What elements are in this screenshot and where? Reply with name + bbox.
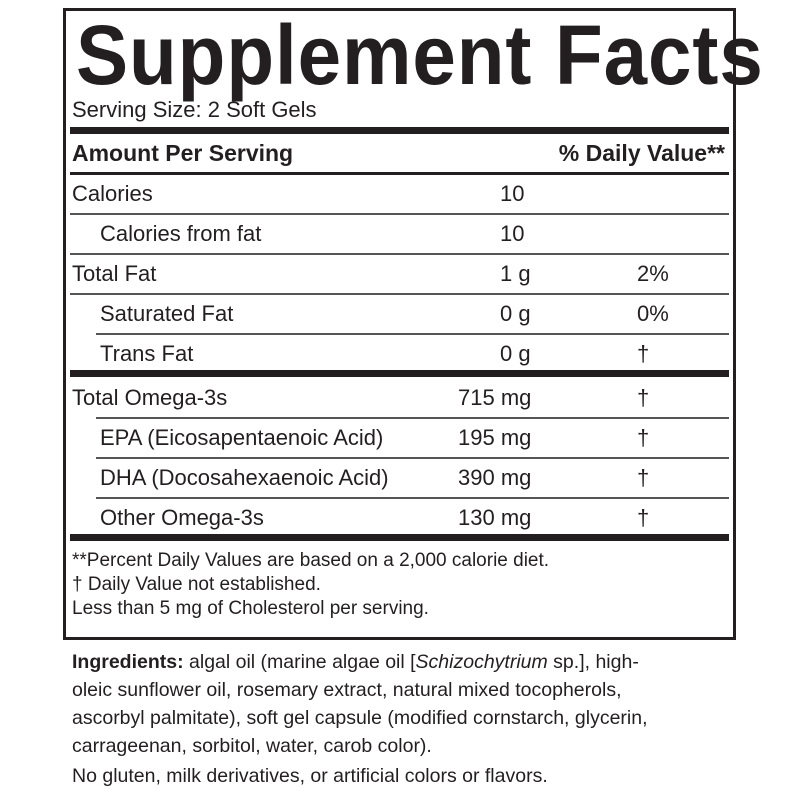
nutrient-amount: 10 <box>500 181 525 206</box>
nutrient-daily-value: 2% <box>637 261 669 286</box>
nutrient-daily-value: 0% <box>637 301 669 326</box>
nutrient-name: DHA (Docosahexaenoic Acid) <box>100 465 389 490</box>
ingredients-line: carrageenan, sorbitol, water, carob colo… <box>72 735 432 757</box>
nutrient-amount: 390 mg <box>458 465 532 490</box>
footnote-cholesterol: Less than 5 mg of Cholesterol per servin… <box>72 598 429 619</box>
nutrient-amount: 0 g <box>500 341 531 366</box>
nutrient-amount: 10 <box>500 221 525 246</box>
footnote-daily-values: **Percent Daily Values are based on a 2,… <box>72 550 550 571</box>
nutrient-amount: 130 mg <box>458 505 532 530</box>
panel-title: Supplement Facts <box>76 8 764 102</box>
row-divider <box>70 213 729 215</box>
row-divider <box>96 417 729 419</box>
nutrient-daily-value: † <box>637 385 650 410</box>
nutrient-amount: 715 mg <box>458 385 532 410</box>
nutrient-daily-value: † <box>637 465 650 490</box>
serving-size: Serving Size: 2 Soft Gels <box>72 97 317 122</box>
nutrient-daily-value: † <box>637 425 650 450</box>
nutrient-daily-value: † <box>637 505 650 530</box>
divider-thick <box>70 370 729 377</box>
nutrient-name: Trans Fat <box>100 341 194 366</box>
nutrient-name: Saturated Fat <box>100 301 234 326</box>
allergen-note: No gluten, milk derivatives, or artifici… <box>72 765 548 787</box>
nutrient-daily-value: † <box>637 341 650 366</box>
nutrient-amount: 195 mg <box>458 425 532 450</box>
row-divider <box>96 497 729 499</box>
amount-per-serving-header: Amount Per Serving <box>72 140 294 166</box>
ingredients-text: algal oil (marine algae oil [ <box>183 651 416 673</box>
nutrient-amount: 1 g <box>500 261 531 286</box>
ingredients-text: sp.], high- <box>547 651 639 673</box>
nutrient-name: Total Fat <box>72 261 157 286</box>
divider-thick <box>70 127 729 134</box>
ingredients-line: Ingredients: algal oil (marine algae oil… <box>72 650 639 674</box>
ingredients-species: Schizochytrium <box>415 651 548 673</box>
divider-medium <box>70 172 729 175</box>
row-divider <box>70 293 729 295</box>
ingredients-line: oleic sunflower oil, rosemary extract, n… <box>72 679 622 701</box>
row-divider <box>96 333 729 335</box>
ingredients-label: Ingredients: <box>72 651 184 673</box>
row-divider <box>70 253 729 255</box>
nutrient-name: Calories <box>72 181 153 206</box>
nutrient-amount: 0 g <box>500 301 531 326</box>
nutrient-name: Calories from fat <box>100 221 262 246</box>
ingredients-line: ascorbyl palmitate), soft gel capsule (m… <box>72 707 648 729</box>
nutrient-name: Total Omega-3s <box>72 385 228 410</box>
daily-value-header: % Daily Value** <box>558 140 725 166</box>
divider-thick <box>70 534 729 541</box>
nutrient-name: EPA (Eicosapentaenoic Acid) <box>100 425 384 450</box>
nutrient-name: Other Omega-3s <box>100 505 264 530</box>
supplement-facts-panel: Supplement Facts Serving Size: 2 Soft Ge… <box>63 8 763 640</box>
row-divider <box>96 457 729 459</box>
footnote-dagger: † Daily Value not established. <box>72 574 321 595</box>
